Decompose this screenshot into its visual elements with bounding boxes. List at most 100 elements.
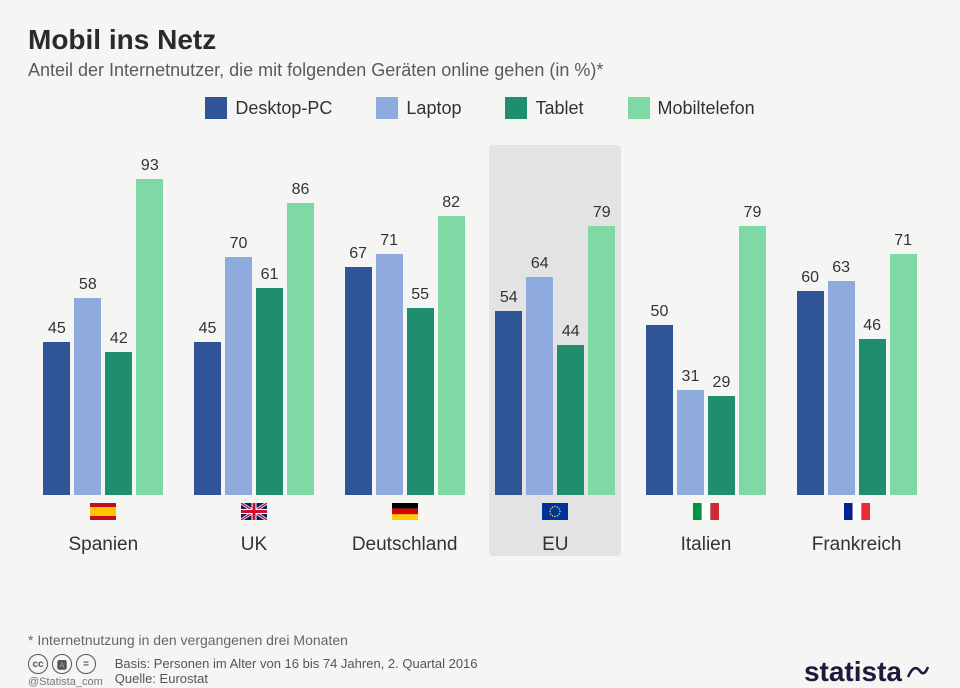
bar-value: 63	[828, 259, 855, 277]
bar-value: 55	[407, 286, 434, 304]
bar-value: 79	[739, 204, 766, 222]
bar: 93	[136, 179, 163, 495]
bar-value: 58	[74, 276, 101, 294]
bar: 55	[407, 308, 434, 495]
bar-group: 45584293Spanien	[37, 155, 169, 556]
legend-swatch	[205, 97, 227, 119]
chart-area: 45584293Spanien45706186UK67715582Deutsch…	[28, 145, 932, 626]
chart-container: Mobil ins Netz Anteil der Internetnutzer…	[0, 0, 960, 684]
flag-icon	[844, 495, 870, 524]
footer: cc 🅰 = @Statista_com Basis: Personen im …	[28, 654, 932, 688]
chart-subtitle: Anteil der Internetnutzer, die mit folge…	[28, 60, 932, 81]
bar-value: 42	[105, 330, 132, 348]
legend-swatch	[628, 97, 650, 119]
bars: 54644479	[495, 155, 615, 495]
flag-icon	[542, 495, 568, 524]
bar: 58	[74, 298, 101, 495]
bar-value: 71	[890, 232, 917, 250]
cc-block: cc 🅰 = @Statista_com	[28, 654, 103, 688]
brand-logo: statista	[804, 656, 932, 688]
cc-icons: cc 🅰 =	[28, 654, 103, 674]
legend: Desktop-PC Laptop Tablet Mobiltelefon	[28, 97, 932, 119]
bar-value: 71	[376, 232, 403, 250]
nd-icon: =	[76, 654, 96, 674]
legend-item: Tablet	[505, 97, 583, 119]
bar: 50	[646, 325, 673, 495]
brand-wave-icon	[904, 657, 932, 685]
bar-groups: 45584293Spanien45706186UK67715582Deutsch…	[28, 145, 932, 556]
cc-icon: cc	[28, 654, 48, 674]
flag-icon	[392, 495, 418, 524]
bar: 67	[345, 267, 372, 495]
bar-group: 54644479EU	[489, 145, 621, 556]
legend-item: Mobiltelefon	[628, 97, 755, 119]
bar-value: 67	[345, 245, 372, 263]
bar: 29	[708, 396, 735, 495]
bar: 86	[287, 203, 314, 495]
bar-group: 45706186UK	[188, 155, 320, 556]
legend-item: Laptop	[376, 97, 461, 119]
bar: 45	[43, 342, 70, 495]
legend-swatch	[376, 97, 398, 119]
flag-icon	[241, 495, 267, 524]
bars: 45706186	[194, 155, 314, 495]
bar: 44	[557, 345, 584, 495]
bar-value: 60	[797, 269, 824, 287]
bar-value: 93	[136, 157, 163, 175]
bar-value: 29	[708, 374, 735, 392]
bar-value: 31	[677, 368, 704, 386]
legend-item: Desktop-PC	[205, 97, 332, 119]
bar: 70	[225, 257, 252, 495]
bar: 82	[438, 216, 465, 495]
bar: 54	[495, 311, 522, 495]
bar: 61	[256, 288, 283, 495]
bar: 31	[677, 390, 704, 495]
bar-value: 45	[43, 320, 70, 338]
bar-value: 45	[194, 320, 221, 338]
bar: 71	[890, 254, 917, 495]
bar-value: 70	[225, 235, 252, 253]
bar-value: 86	[287, 181, 314, 199]
category-label: EU	[542, 534, 568, 556]
bar: 45	[194, 342, 221, 495]
legend-label: Tablet	[535, 98, 583, 119]
legend-label: Laptop	[406, 98, 461, 119]
bar: 64	[526, 277, 553, 495]
bars: 67715582	[345, 155, 465, 495]
footer-left: cc 🅰 = @Statista_com Basis: Personen im …	[28, 654, 478, 688]
legend-label: Mobiltelefon	[658, 98, 755, 119]
bar: 42	[105, 352, 132, 495]
legend-label: Desktop-PC	[235, 98, 332, 119]
bar-value: 46	[859, 317, 886, 335]
chart-title: Mobil ins Netz	[28, 24, 932, 56]
bar-value: 54	[495, 289, 522, 307]
bar-value: 50	[646, 303, 673, 321]
legend-swatch	[505, 97, 527, 119]
bars: 45584293	[43, 155, 163, 495]
flag-icon	[90, 495, 116, 524]
footer-meta: Basis: Personen im Alter von 16 bis 74 J…	[115, 656, 478, 686]
bar: 79	[588, 226, 615, 495]
bar-value: 61	[256, 266, 283, 284]
category-label: Spanien	[68, 534, 138, 556]
social-handle: @Statista_com	[28, 676, 103, 688]
footnote: * Internetnutzung in den vergangenen dre…	[28, 632, 932, 648]
bar: 79	[739, 226, 766, 495]
brand-text: statista	[804, 656, 902, 688]
bar: 63	[828, 281, 855, 495]
basis-text: Basis: Personen im Alter von 16 bis 74 J…	[115, 656, 478, 671]
bar: 60	[797, 291, 824, 495]
category-label: UK	[241, 534, 267, 556]
bar-group: 60634671Frankreich	[791, 155, 923, 556]
bar-group: 50312979Italien	[640, 155, 772, 556]
bar-value: 82	[438, 194, 465, 212]
bars: 60634671	[797, 155, 917, 495]
category-label: Italien	[681, 534, 732, 556]
category-label: Deutschland	[352, 534, 458, 556]
bar-group: 67715582Deutschland	[339, 155, 471, 556]
flag-icon	[693, 495, 719, 524]
bar-value: 64	[526, 255, 553, 273]
by-icon: 🅰	[52, 654, 72, 674]
bar-value: 79	[588, 204, 615, 222]
bar: 46	[859, 339, 886, 495]
